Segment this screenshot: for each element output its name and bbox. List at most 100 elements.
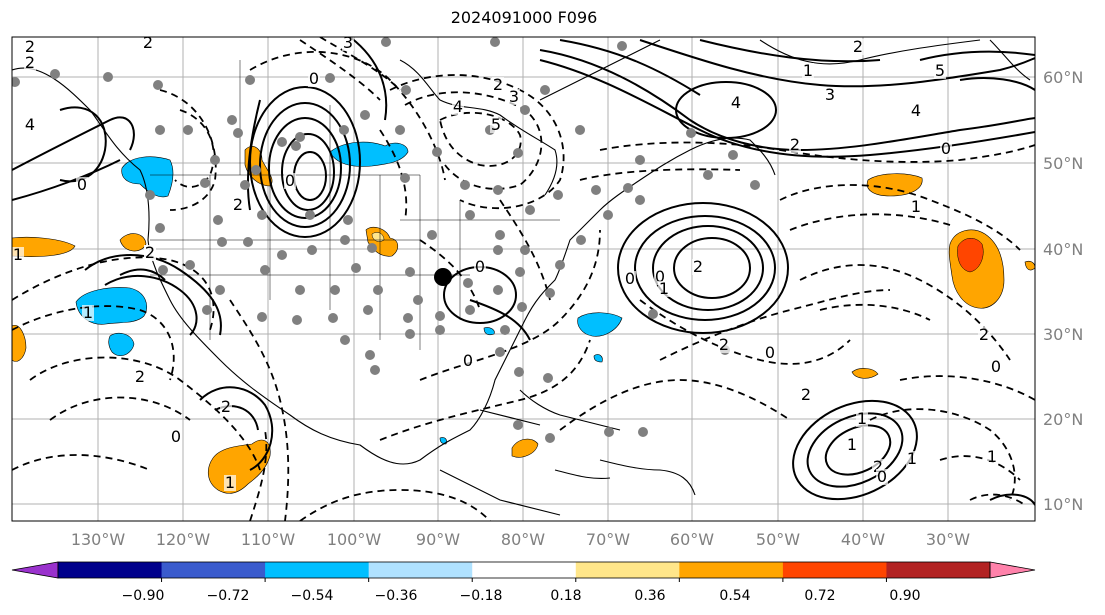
contour-label: 4: [25, 115, 35, 134]
lon-label: 110°W: [241, 530, 296, 549]
strong-positive-anomaly: [957, 238, 984, 273]
contour-labels: 2243045230214345202120022012210120020211…: [12, 37, 1002, 492]
positive-contours: [12, 37, 1035, 506]
lat-label: 30°N: [1043, 325, 1083, 344]
colorbar-segment: [679, 562, 784, 578]
contour-label-bg: [232, 197, 244, 213]
contour-label-bg: [764, 345, 776, 361]
map-frame: [11, 36, 1036, 522]
contour-label-bg: [910, 199, 922, 215]
lon-label: 120°W: [156, 530, 211, 549]
contour-label: 2: [719, 335, 729, 354]
colorbar-extend-low: [11, 561, 59, 579]
contour-label-bg: [24, 39, 36, 55]
contour-label-bg: [82, 305, 94, 321]
contour-label-bg: [906, 451, 918, 467]
lon-label: 100°W: [327, 530, 382, 549]
contour-label-bg: [220, 399, 232, 415]
contour-label-bg: [284, 173, 296, 189]
contour-label-bg: [824, 87, 836, 103]
colorbar-segment: [368, 562, 473, 578]
contour-label-bg: [462, 353, 474, 369]
colorbar-segment: [58, 562, 163, 578]
contour-label: 0: [991, 357, 1001, 376]
state-borders: [150, 60, 560, 350]
contour-label: 1: [907, 449, 917, 468]
lon-label: 80°W: [501, 530, 545, 549]
contour-label-bg: [624, 271, 636, 287]
contour-label: 2: [25, 37, 35, 56]
contour-label: 2: [853, 37, 863, 56]
contour-label: 1: [225, 473, 235, 492]
colorbar-tick-label: 0.36: [634, 588, 665, 604]
colorbar-tick-label: −0.72: [207, 588, 250, 604]
target-location-marker: [434, 268, 452, 286]
contour-label: 0: [625, 269, 635, 288]
contour-label: 4: [911, 101, 921, 120]
contour-label-bg: [12, 247, 24, 263]
contour-label-bg: [142, 37, 154, 51]
lat-label: 10°N: [1043, 495, 1083, 514]
colorbar-segment: [886, 562, 991, 578]
contour-label: 0: [309, 69, 319, 88]
contour-label: 1: [857, 409, 867, 428]
contour-label: 0: [463, 351, 473, 370]
contour-label: 2: [693, 257, 703, 276]
colorbar-segment: [782, 562, 887, 578]
contour-label: 5: [491, 115, 501, 134]
lat-label: 60°N: [1043, 68, 1083, 87]
contour-label: 1: [659, 279, 669, 298]
lon-label: 30°W: [926, 530, 970, 549]
colorbar-segment: [575, 562, 680, 578]
contour-label: 3: [509, 87, 519, 106]
negative-contours: [12, 37, 1035, 521]
contour-label: 2: [135, 367, 145, 386]
contour-label-bg: [990, 359, 1002, 375]
contour-label: 1: [987, 447, 997, 466]
contour-label: 0: [765, 343, 775, 362]
contour-label-bg: [474, 259, 486, 275]
contour-label: 4: [453, 97, 463, 116]
contour-label-bg: [134, 369, 146, 385]
contour-label: 1: [803, 61, 813, 80]
contour-label-bg: [508, 89, 520, 105]
contour-label: 1: [911, 197, 921, 216]
contour-label: 2: [801, 385, 811, 404]
contour-label-bg: [730, 95, 742, 111]
contour-label-bg: [144, 245, 156, 261]
contour-label-bg: [658, 281, 670, 297]
lon-label: 60°W: [670, 530, 714, 549]
colorbar-tick-label: −0.18: [460, 588, 503, 604]
colorbar-tick-label: 0.90: [889, 588, 920, 604]
contour-label: 2: [233, 195, 243, 214]
lat-label: 40°N: [1043, 240, 1083, 259]
contour-label-bg: [986, 449, 998, 465]
contour-label: 2: [221, 397, 231, 416]
contour-label: 4: [731, 93, 741, 112]
contour-label-bg: [856, 411, 868, 427]
contour-label-bg: [24, 117, 36, 133]
contour-label: 0: [171, 427, 181, 446]
colorbar-outline: [57, 561, 991, 579]
contour-label-bg: [978, 327, 990, 343]
contour-label: 3: [825, 85, 835, 104]
contour-label-bg: [846, 437, 858, 453]
longitude-labels: 130°W 120°W 110°W 100°W 90°W 80°W 70°W 6…: [71, 530, 970, 549]
colorbar-tick-label: −0.54: [291, 588, 334, 604]
colorbar-segment: [161, 562, 266, 578]
contour-label-bg: [852, 39, 864, 55]
lon-label: 50°W: [756, 530, 800, 549]
contour-label: 1: [847, 435, 857, 454]
contour-label: 1: [13, 245, 23, 264]
lon-label: 90°W: [416, 530, 460, 549]
latitude-labels: 60°N 50°N 40°N 30°N 20°N 10°N: [1043, 68, 1083, 514]
colorbar-tick-label: 0.72: [804, 588, 835, 604]
contour-label: 2: [790, 135, 800, 154]
colorbar-extend-high: [989, 561, 1036, 579]
contour-label: 2: [25, 53, 35, 72]
contour-label-bg: [934, 63, 946, 79]
contour-label-bg: [692, 259, 704, 275]
lon-label: 130°W: [71, 530, 126, 549]
contour-label-bg: [170, 429, 182, 445]
colorbar-segment: [265, 562, 370, 578]
